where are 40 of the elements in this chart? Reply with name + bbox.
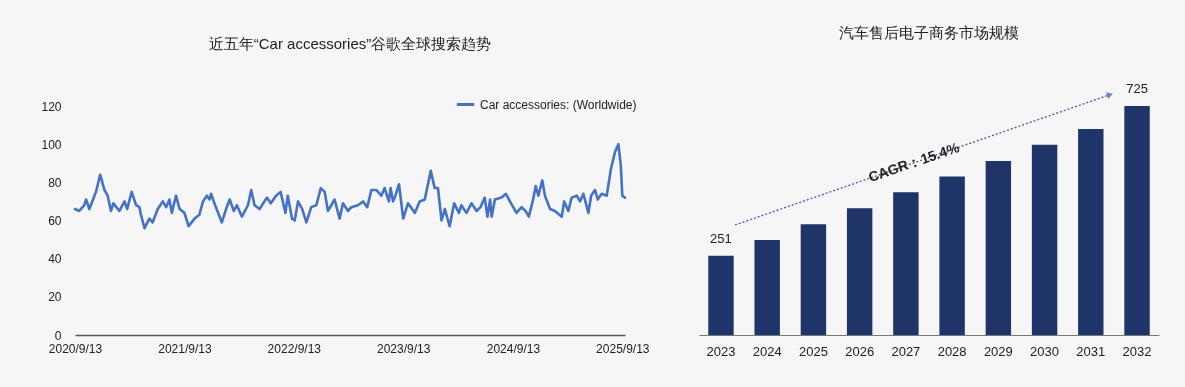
x-tick-label: 2031 xyxy=(1076,343,1106,359)
x-tick-label: 2030 xyxy=(1030,343,1060,359)
x-tick-label: 2027 xyxy=(891,343,921,359)
x-tick-label: 2022/9/13 xyxy=(267,341,322,356)
x-tick-label: 2021/9/13 xyxy=(158,341,212,356)
legend-label: Car accessories: (Worldwide) xyxy=(480,97,637,112)
chart-title: 汽车售后电子商务市场规模 xyxy=(839,24,1019,41)
y-tick-label: 120 xyxy=(41,99,62,114)
x-tick-label: 2028 xyxy=(937,343,967,359)
bar xyxy=(800,224,827,335)
y-tick-label: 60 xyxy=(48,214,62,228)
x-tick-label: 2025/9/13 xyxy=(596,341,650,356)
bar xyxy=(985,160,1012,335)
bar xyxy=(939,176,965,335)
x-tick-label: 2029 xyxy=(983,343,1013,359)
bar xyxy=(708,255,734,335)
x-tick-label: 2020/9/13 xyxy=(48,341,103,356)
y-tick-label: 20 xyxy=(48,290,62,305)
x-tick-label: 2024/9/13 xyxy=(486,341,541,356)
x-tick-label: 2023 xyxy=(706,343,736,359)
bar xyxy=(1078,129,1104,335)
data-label: 725 xyxy=(1126,81,1148,96)
y-tick-label: 80 xyxy=(48,175,62,190)
bar xyxy=(754,239,780,335)
y-tick-label: 40 xyxy=(48,252,62,267)
bar xyxy=(1124,106,1150,335)
y-tick-label: 100 xyxy=(41,137,62,152)
data-label: 251 xyxy=(710,230,732,246)
bar xyxy=(1031,144,1058,335)
y-tick-label: 0 xyxy=(54,328,62,343)
bar xyxy=(846,208,873,335)
x-tick-label: 2024 xyxy=(752,343,782,359)
x-tick-label: 2032 xyxy=(1122,343,1152,359)
annotation: CAGR：15.4% xyxy=(866,138,962,186)
x-tick-label: 2023/9/13 xyxy=(377,341,431,356)
x-tick-label: 2025 xyxy=(798,343,828,359)
bar xyxy=(893,192,919,335)
line-series xyxy=(73,142,627,230)
x-tick-label: 2026 xyxy=(845,343,875,359)
chart-title: 近五年“Car accessories”谷歌全球搜索趋势 xyxy=(208,35,492,52)
